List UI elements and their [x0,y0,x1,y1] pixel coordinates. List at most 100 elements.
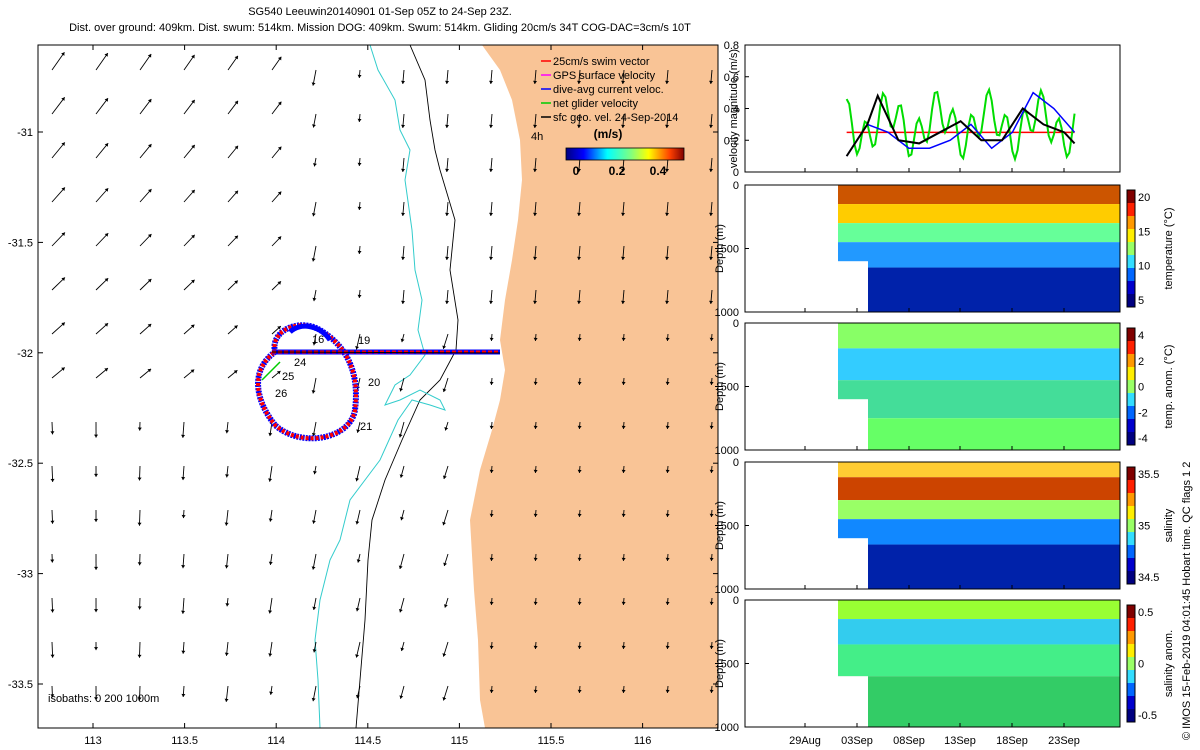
current-vector-head [398,433,403,438]
colorbar-segment [1127,545,1135,559]
colorbar-tick-label: 20 [1138,192,1150,204]
colorbar-segment [1127,683,1135,697]
colorbar-segment [1127,380,1135,394]
current-vector-head [181,434,186,438]
current-vector-head [489,557,494,561]
current-vector-head [312,297,317,302]
colorbar-segment [1127,393,1135,407]
current-vector-head [224,652,229,656]
current-vector-head [104,323,109,327]
current-vector-head [621,212,626,216]
current-vector-head [533,124,538,128]
current-vector-head [665,300,670,304]
colorbar-tick-label: -4 [1138,433,1148,445]
current-vector-head [190,369,195,373]
current-vector-head [709,689,714,693]
current-vector-head [577,601,582,605]
current-vector-head [709,337,714,341]
colorbar-segment [1127,354,1135,368]
current-vector-head [147,99,152,103]
current-vector-head [401,256,406,260]
colorbar-frame [1126,189,1136,308]
current-vector-head [61,142,65,146]
colorbar-segment [1127,493,1135,507]
time-tick-label: 23Sep [1048,735,1080,747]
current-vector-head [277,236,282,240]
current-vector-head [356,429,361,433]
current-vector-head [577,469,582,473]
time-tick-label: 13Sep [944,735,976,747]
current-vector-head [709,124,714,128]
current-vector-head [709,168,714,172]
current-vector-head [709,513,714,517]
current-vector-head [312,606,317,610]
current-vector-head [445,124,450,128]
colorbar-tick-label: -0.5 [1138,710,1157,722]
current-vector-head [533,601,538,605]
current-vector-head [94,518,99,522]
heatmap-band [838,644,1120,677]
current-vector-head [489,337,494,341]
current-vector-head [94,609,99,613]
current-vector-head [533,381,538,385]
current-vector-head [665,689,670,693]
current-vector-head [489,469,494,473]
x-tick-label: 113 [84,735,102,747]
legend-tag: 4h [531,131,543,143]
current-vector-head [311,520,316,524]
colorbar-segment [1127,644,1135,658]
current-vector-head [577,513,582,517]
heatmap-frame [744,322,1121,451]
current-vector-head [621,557,626,561]
current-vector-head [533,557,538,561]
current-vector-head [621,124,626,128]
current-vector-head [181,650,186,654]
current-vector-head [234,235,238,240]
current-vector-head [181,476,186,481]
current-vector-head [489,300,494,304]
current-vector-head [104,98,109,102]
current-vector-head [191,189,195,194]
velocity-series [846,91,1076,157]
current-vector-head [443,604,448,608]
current-vector-head [709,601,714,605]
colorbar-tick-label: 0 [1138,382,1144,394]
current-vector-head [533,645,538,649]
current-vector-head [621,80,626,84]
current-vector-head [489,168,494,172]
day-label: 20 [368,377,380,389]
current-vector-head [312,124,316,128]
map-frame [37,44,719,729]
colorbar-segment [1127,367,1135,381]
current-vector-head [50,609,55,613]
current-vector-head [357,206,362,210]
current-vector-head [533,212,538,216]
current-vector-head [94,434,99,438]
velocity-series [845,93,1076,157]
heatmap-gap [838,399,868,450]
colorbar-tick-label: 4 [1138,330,1144,342]
time-tick-label: 29Aug [789,735,821,747]
colorbar-segment [1127,467,1135,481]
current-vector-head [191,54,195,59]
colorbar-tick-label: 2 [1138,356,1144,368]
heatmap-band [838,462,1120,478]
current-vector-field [50,51,714,702]
day-label: 21 [360,421,372,433]
current-vector-head [234,280,238,285]
legend-entry: GPS surface velocity [553,70,656,82]
current-vector-head [665,337,670,341]
current-vector-head [268,518,273,522]
current-vector-head [224,698,229,702]
current-vector [51,187,66,203]
colorbar-segment [1127,203,1135,217]
colorbar-segment [1127,268,1135,282]
current-vector-head [191,234,195,239]
land-area [470,45,718,728]
current-vector [95,142,109,159]
current-vector-head [665,425,670,429]
colorbar-segment [1127,255,1135,269]
